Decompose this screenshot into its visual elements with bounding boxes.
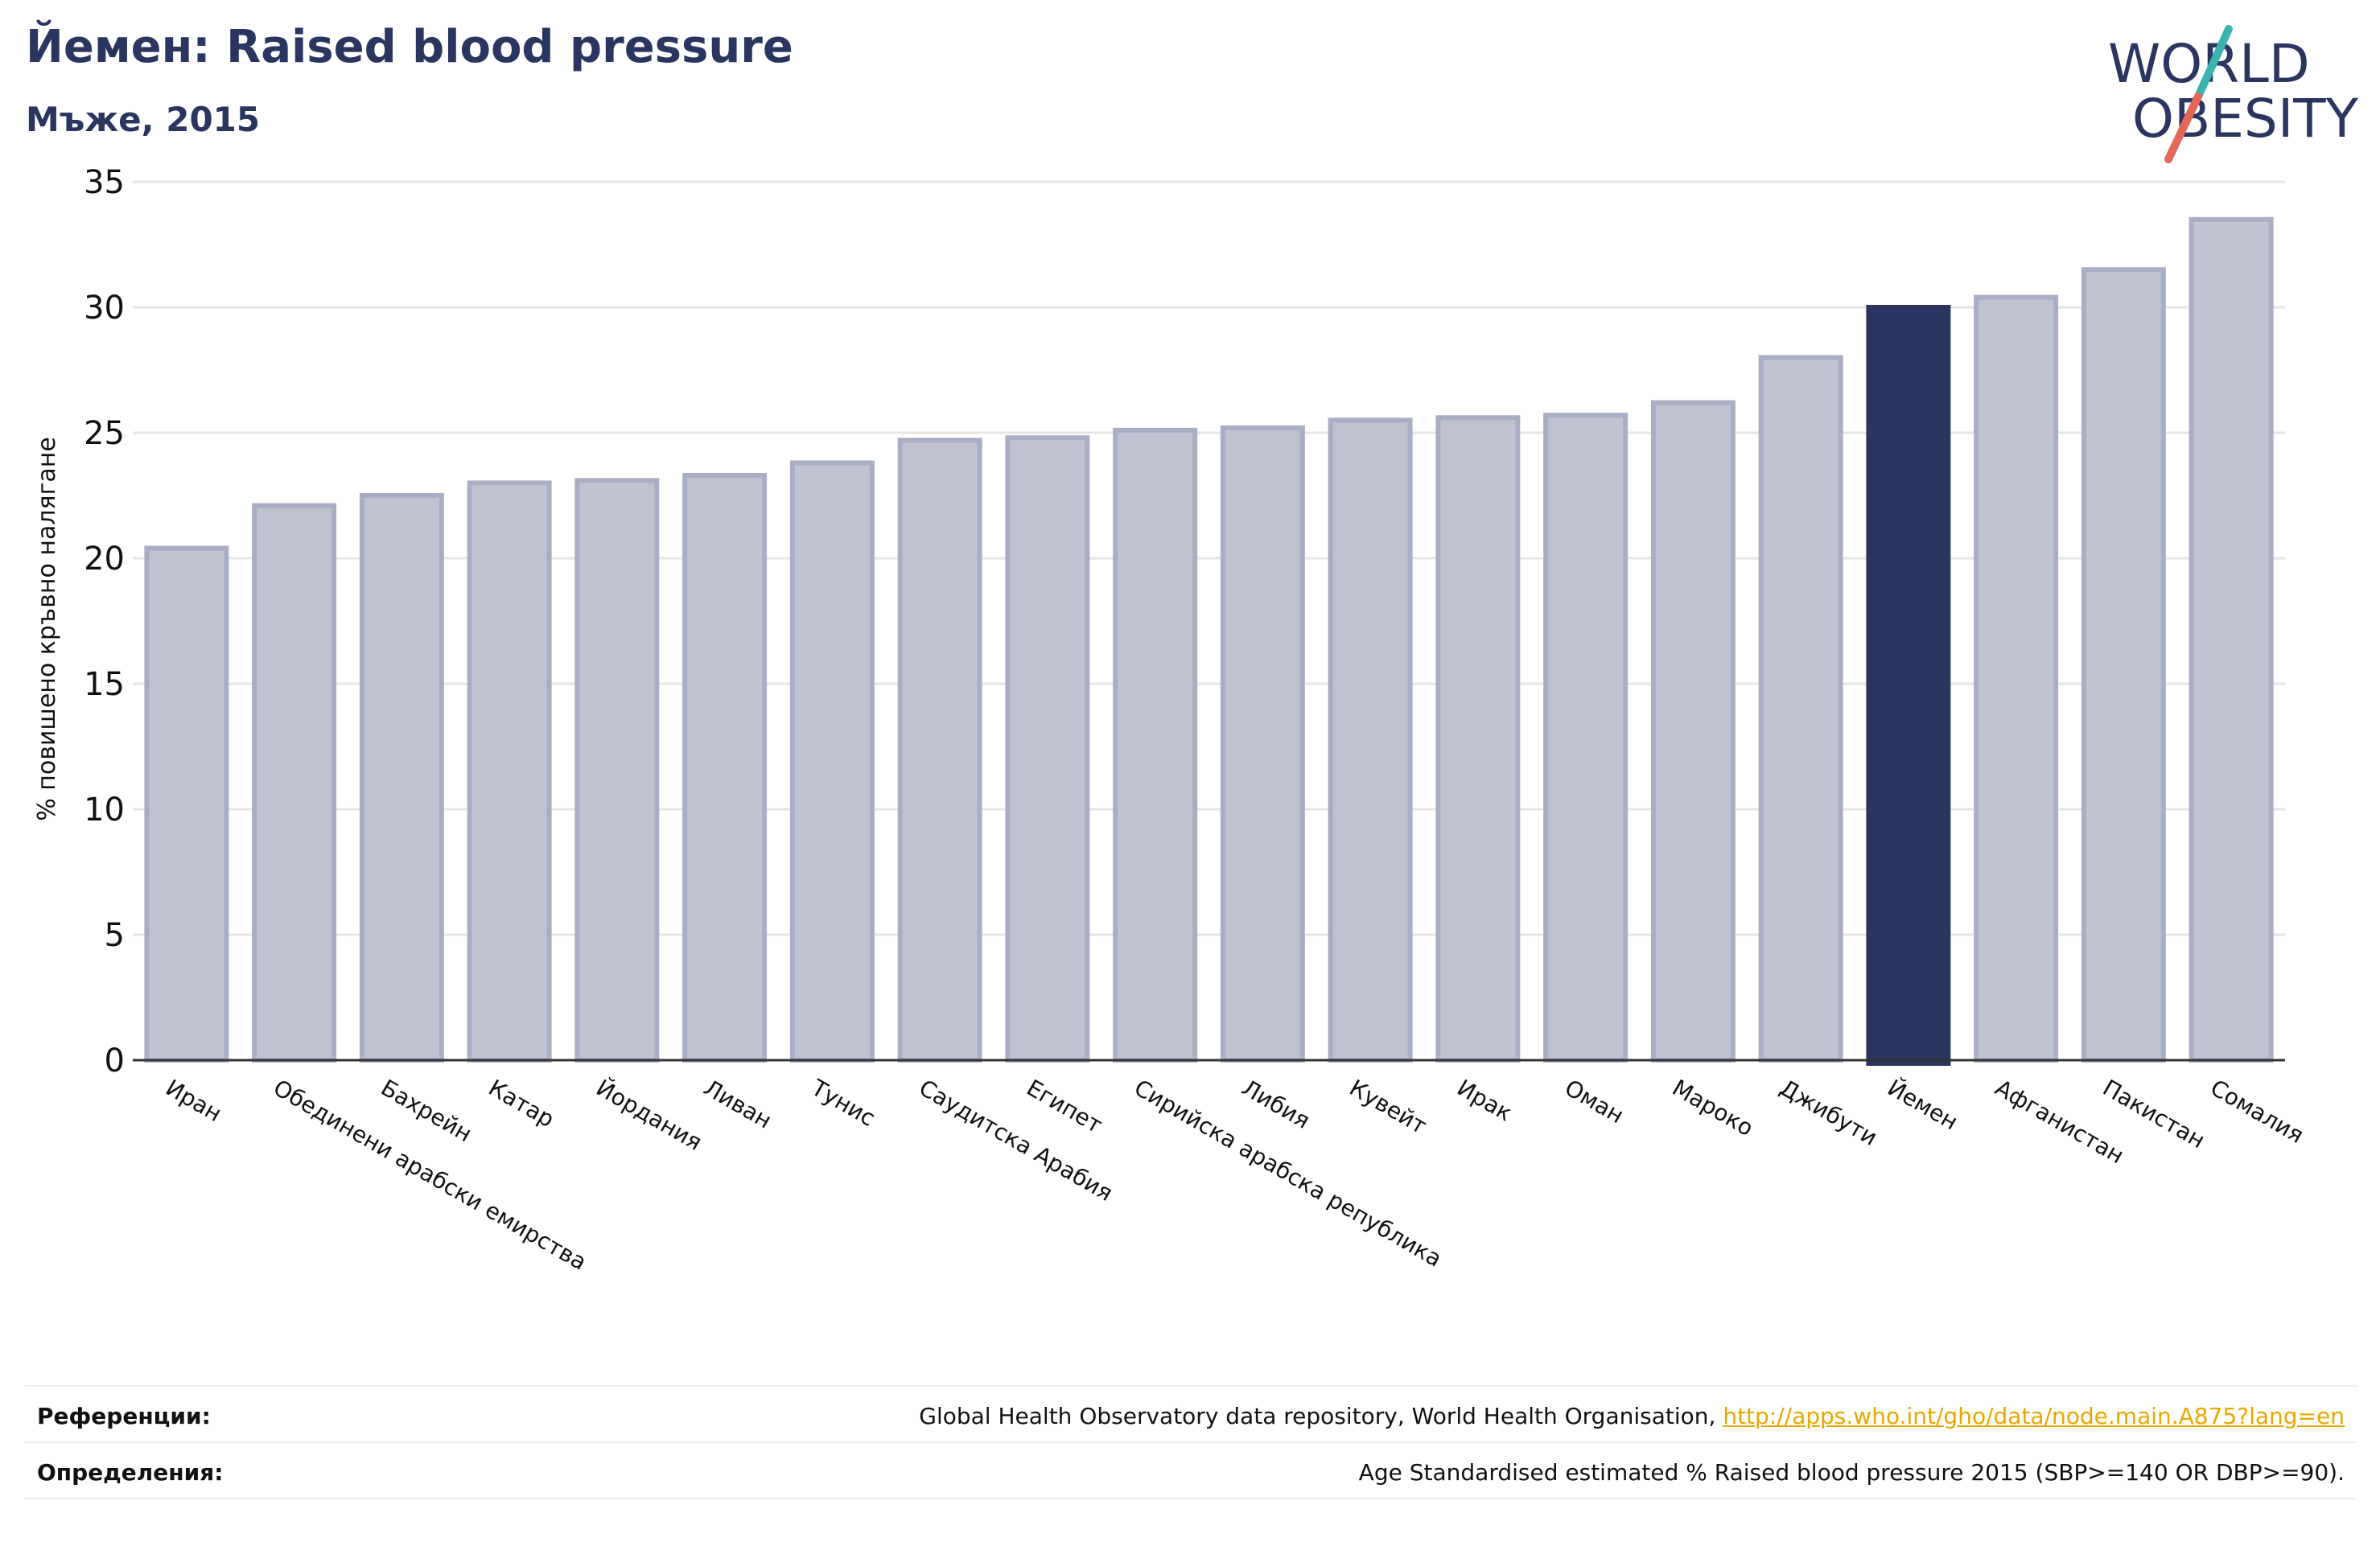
bar-15 [1650,400,1736,1063]
definitions-row: Определения: Age Standardised estimated … [24,1441,2357,1499]
x-tick-label: Мароко [1668,1074,1758,1141]
logo-text-obesity: OBESITY [2132,88,2359,150]
logo-slash-bottom [2164,93,2202,163]
logo-slash-top [2194,25,2233,101]
chart-subtitle: Мъже, 2015 [26,100,261,139]
x-tick-label: Египет [1022,1074,1106,1138]
references-label: Референции: [37,1403,211,1429]
bar-chart: 0 5 10 15 20 25 30 35 Иран Обединени арабски еми… [33,164,2308,1276]
y-tick-label: 20 [84,541,125,578]
x-tick-label: Ливан [699,1074,776,1133]
bar-8 [897,438,982,1063]
bar-4 [467,480,552,1063]
chart-title: Йемен: Raised blood pressure [26,21,793,73]
y-tick-label: 25 [84,415,125,452]
y-tick-label: 35 [84,164,125,201]
y-axis-ticks: 0 5 10 15 20 25 30 35 [84,164,125,1079]
bar-2 [252,503,337,1063]
bar-1 [144,545,229,1063]
x-tick-label: Катар [484,1074,559,1133]
x-tick-label: Ирак [1452,1074,1517,1126]
y-tick-label: 0 [105,1042,125,1079]
bar-12 [1328,417,1413,1063]
bar-18 [1974,294,2059,1063]
bar-16 [1758,355,1843,1063]
world-obesity-logo: WORLD OBESITY [2108,25,2359,163]
x-tick-label: Кувейт [1345,1074,1431,1139]
x-tick-label: Оман [1560,1074,1629,1129]
y-tick-label: 30 [84,290,125,327]
x-tick-label: Саудитска Арабия [915,1074,1118,1207]
definitions-label: Определения: [37,1459,224,1486]
x-tick-label: Либия [1237,1074,1315,1133]
footer-divider [24,1498,2357,1499]
references-row: Референции: Global Health Observatory da… [24,1385,2357,1443]
bar-14 [1543,413,1629,1063]
grid-lines [133,180,2285,936]
bar-17 [1866,305,1951,1066]
bars [144,216,2274,1066]
definitions-value: Age Standardised estimated % Raised bloo… [1358,1459,2345,1486]
x-tick-label: Джибути [1776,1074,1882,1150]
bar-6 [682,473,768,1063]
x-tick-label: Сомалия [2206,1074,2308,1149]
y-tick-label: 15 [84,666,125,703]
bar-13 [1435,415,1521,1063]
y-tick-label: 10 [84,792,125,829]
y-tick-label: 5 [105,917,125,954]
bar-11 [1220,425,1305,1063]
x-tick-label: Йордания [591,1074,706,1156]
bar-5 [574,478,660,1063]
x-tick-label: Бахрейн [377,1074,476,1147]
bar-7 [789,460,875,1063]
x-tick-label: Тунис [806,1074,879,1132]
bar-3 [359,493,444,1063]
x-tick-label: Йемен [1883,1074,1962,1136]
references-link[interactable]: http://apps.who.int/gho/data/node.main.A… [1723,1403,2345,1429]
references-value: Global Health Observatory data repositor… [919,1403,2345,1429]
bar-9 [1005,435,1090,1063]
references-text: Global Health Observatory data repositor… [919,1403,1723,1429]
bar-20 [2189,216,2274,1063]
bar-10 [1113,427,1198,1063]
x-tick-label: Иран [161,1074,226,1127]
y-axis-label: % повишено кръвно налягане [33,437,61,821]
bar-19 [2081,267,2166,1063]
